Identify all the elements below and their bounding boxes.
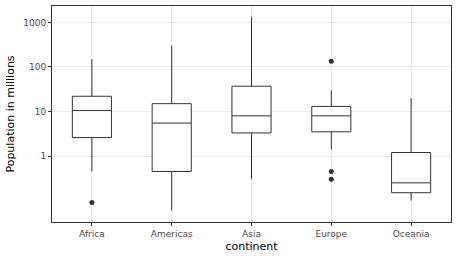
svg-text:Asia: Asia xyxy=(242,229,261,239)
svg-text:1: 1 xyxy=(40,151,46,161)
svg-text:Africa: Africa xyxy=(79,229,105,239)
svg-text:100: 100 xyxy=(29,62,46,72)
svg-text:1000: 1000 xyxy=(23,18,46,28)
svg-text:Population in millions: Population in millions xyxy=(4,55,17,172)
svg-text:Americas: Americas xyxy=(151,229,193,239)
svg-text:Europe: Europe xyxy=(315,229,347,239)
svg-text:continent: continent xyxy=(225,240,278,253)
svg-text:Oceania: Oceania xyxy=(393,229,430,239)
svg-text:10: 10 xyxy=(35,107,47,117)
